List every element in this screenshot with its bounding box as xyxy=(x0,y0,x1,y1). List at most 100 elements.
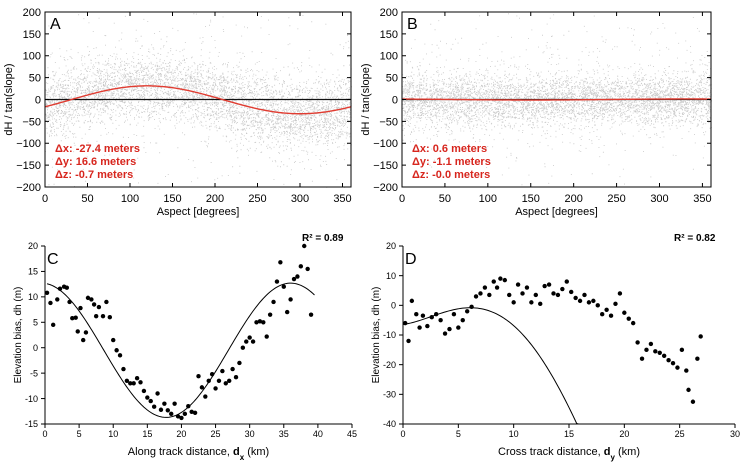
y-tick-label: −100 xyxy=(16,138,41,150)
data-point xyxy=(515,282,521,287)
x-tick-label: 0 xyxy=(42,429,47,439)
data-point xyxy=(630,320,636,326)
panel-a-dz: Δz: -0.7 meters xyxy=(55,169,133,181)
panel-a-fit-line xyxy=(44,85,352,115)
y-tick-label: 0 xyxy=(35,94,41,106)
data-point xyxy=(529,300,534,305)
data-point xyxy=(502,277,508,283)
data-point xyxy=(635,340,640,345)
y-tick-label: 200 xyxy=(380,7,398,19)
x-tick-label: 250 xyxy=(607,193,625,205)
data-point xyxy=(661,353,667,358)
panel-c-ylabel: Elevation bias, dh (m) xyxy=(13,287,24,384)
data-point xyxy=(151,404,157,409)
panel-d-ylabel: Elevation bias, dh (m) xyxy=(371,287,382,384)
y-tick-label: 100 xyxy=(380,51,398,63)
data-point xyxy=(670,360,676,366)
data-point xyxy=(591,298,596,304)
data-point xyxy=(223,381,228,386)
data-point xyxy=(417,325,422,330)
sinusoid-fit-line xyxy=(44,85,352,115)
data-point xyxy=(274,279,280,284)
data-point xyxy=(582,292,587,298)
data-point xyxy=(284,309,290,315)
data-point xyxy=(305,266,310,272)
data-point xyxy=(213,386,218,391)
data-point xyxy=(70,316,75,321)
data-point xyxy=(657,350,662,355)
x-tick-label: 30 xyxy=(730,429,740,439)
panel-b-xlabel: Aspect [degrees] xyxy=(515,206,598,218)
y-tick-label: 0 xyxy=(33,343,38,353)
data-point xyxy=(281,284,286,289)
data-point xyxy=(291,276,297,282)
y-tick-label: 20 xyxy=(28,241,38,251)
x-tick-label: 5 xyxy=(77,429,82,439)
data-point xyxy=(573,295,578,301)
panel-b-offsets: Δx: 0.6 meters Δy: -1.1 meters Δz: -0.0 … xyxy=(412,143,491,181)
data-point xyxy=(695,356,700,361)
panel-d-points xyxy=(403,276,703,404)
x-tick-label: 30 xyxy=(245,429,255,439)
data-point xyxy=(73,315,78,320)
x-tick-label: 35 xyxy=(279,429,289,439)
data-point xyxy=(267,312,273,317)
data-point xyxy=(172,401,177,406)
data-point xyxy=(104,299,109,305)
y-tick-label: -10 xyxy=(383,330,396,340)
data-point xyxy=(203,394,208,399)
data-point xyxy=(196,373,201,379)
data-point xyxy=(227,378,232,383)
data-point xyxy=(261,320,266,325)
data-point xyxy=(487,292,492,298)
data-point xyxy=(482,285,488,290)
data-point xyxy=(622,310,627,315)
data-point xyxy=(302,243,307,249)
y-tick-label: -30 xyxy=(383,390,396,400)
data-point xyxy=(81,337,86,343)
data-point xyxy=(560,286,565,292)
data-point xyxy=(55,297,60,302)
x-tick-label: 25 xyxy=(211,429,221,439)
data-point xyxy=(456,325,461,330)
y-tick-label: -10 xyxy=(25,394,38,404)
data-point xyxy=(447,326,452,332)
data-point xyxy=(244,339,249,344)
y-tick-label: 5 xyxy=(33,318,38,328)
data-point xyxy=(138,380,143,385)
panel-d-xlabel-subscript: y xyxy=(611,453,616,462)
data-point xyxy=(478,291,483,296)
data-point xyxy=(613,301,618,307)
y-tick-label: −200 xyxy=(373,182,398,194)
data-point xyxy=(89,297,94,302)
data-point xyxy=(145,395,150,400)
data-point xyxy=(464,309,470,314)
y-tick-label: 100 xyxy=(23,51,41,63)
x-tick-label: 0 xyxy=(400,429,405,439)
y-tick-label: −50 xyxy=(379,116,398,128)
data-point xyxy=(85,295,91,301)
panel-c-xlabel-subscript: x xyxy=(240,453,245,462)
data-point xyxy=(44,290,50,295)
x-tick-label: 200 xyxy=(206,193,224,205)
data-point xyxy=(675,365,680,370)
data-point xyxy=(414,312,419,317)
data-point xyxy=(684,368,689,373)
panel-b-fit-line xyxy=(402,98,712,101)
panel-b-axes: 0 50 100 150 200 250 300 350 −200 −150 −100 −50 0 50 1… xyxy=(373,7,711,205)
data-point xyxy=(491,279,496,284)
data-point xyxy=(425,323,430,329)
y-tick-label: −150 xyxy=(373,160,398,172)
data-point xyxy=(257,319,263,324)
data-point xyxy=(308,312,314,317)
data-point xyxy=(128,381,133,386)
data-point xyxy=(186,404,191,409)
panel-c-xlabel-text: Along track distance, xyxy=(128,446,233,458)
data-point xyxy=(78,305,83,311)
panel-c-xlabel-unit: (km) xyxy=(244,446,269,458)
data-point xyxy=(199,385,205,390)
data-point xyxy=(569,289,574,295)
data-point xyxy=(124,378,130,383)
regression-fit-curve xyxy=(402,307,702,425)
x-tick-label: 350 xyxy=(693,193,711,205)
